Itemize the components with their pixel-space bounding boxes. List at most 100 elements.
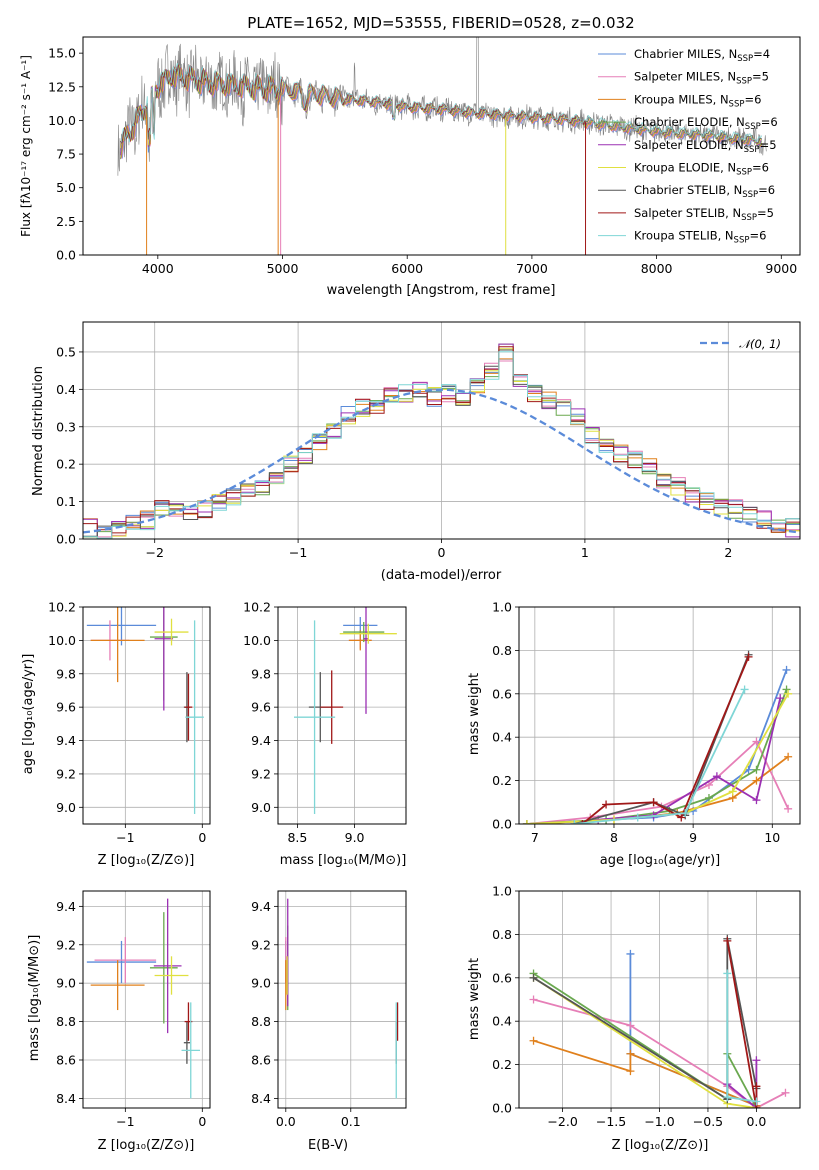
mass-weight-vs-Z-series-salpeter-miles-marker (626, 1021, 635, 1030)
mass-weight-vs-metallicity-panel: Z [log₁₀(Z/Z⊙)] mass weight −2.0 −1.5 −1.0… (467, 884, 801, 1153)
mass-weight-vs-Z-ytick-label: 0.8 (492, 927, 512, 942)
spectrum-model-kroupa-elodie (120, 65, 762, 149)
spectrum-legend-tail: =6 (761, 115, 778, 129)
mass-vs-EBV-xtick-label: 0.0 (276, 1114, 296, 1129)
age-vs-Z-ytick-label: 10.2 (48, 600, 76, 615)
age-vs-mass-ytick-label: 10.2 (243, 600, 271, 615)
residuals-panel: (data-model)/error Normed distribution −… (31, 321, 801, 583)
mass-weight-vs-age-xtick-label: 8 (610, 830, 618, 845)
mass-weight-vs-Z-plot-area (529, 934, 790, 1108)
mass-weight-vs-Z-ytick-label: 0.6 (492, 970, 512, 985)
spectrum-ytick-label: 0.0 (56, 248, 76, 263)
spectrum-model-chabrier-stelib (120, 64, 763, 145)
spectrum-legend-tail: =5 (752, 70, 769, 84)
age-vs-mass-ytick-label: 9.6 (251, 700, 271, 715)
spectrum-model-kroupa-stelib (120, 62, 763, 143)
residuals-xtick-label: 2 (724, 545, 732, 560)
spectrum-legend-sub: SSP (744, 145, 760, 155)
mass-weight-vs-age-series-kroupa-stelib-marker (740, 685, 749, 694)
mass-weight-vs-Z-xtick-label: −2.0 (547, 1114, 577, 1129)
mass-weight-vs-age-series-kroupa-stelib-marker (681, 809, 690, 818)
age-vs-mass-xtick-label: 9.0 (345, 830, 365, 845)
spectrum-legend-entry-kroupa-miles: Kroupa MILES, NSSP=6 (634, 92, 761, 109)
spectrum-ytick-label: 10.0 (48, 113, 76, 128)
mass-vs-metallicity-ylabel: mass [log₁₀(M/M⊙)] (27, 935, 42, 1062)
spectrum-plot-area (117, 37, 767, 255)
mass-vs-Z-grid (83, 891, 210, 1108)
residuals-ytick-label: 0.1 (56, 494, 76, 509)
mass-weight-vs-Z-xtick-label: −0.5 (693, 1114, 723, 1129)
age-vs-mass-ytick-label: 10.0 (243, 633, 271, 648)
mass-weight-vs-age-ytick-label: 0.8 (492, 643, 512, 658)
spectrum-xtick-label: 6000 (391, 261, 423, 276)
spectrum-xtick-label: 4000 (142, 261, 174, 276)
mass-vs-Z-xtick-label: −1 (116, 1114, 134, 1129)
mass-weight-vs-Z-series-salpeter-miles-marker (781, 1088, 790, 1097)
mass-weight-vs-age-ytick-label: 0.0 (492, 817, 512, 832)
mass-weight-vs-age-series-chabrier-elodie-marker (752, 765, 761, 774)
mass-weight-vs-age-series-salpeter-miles-marker (704, 780, 713, 789)
mass-vs-metallicity-panel: Z [log₁₀(Z/Z⊙)] mass [log₁₀(M/M⊙)] −1 0 8.… (27, 890, 211, 1153)
spectrum-ytick-label: 15.0 (48, 46, 76, 61)
age-vs-Z-ytick-label: 10.0 (48, 633, 76, 648)
spectrum-xtick-label: 5000 (267, 261, 299, 276)
mass-weight-vs-age-series-chabrier-stelib-line (574, 654, 750, 824)
mass-weight-vs-age-panel: age [log₁₀(age/yr)] mass weight 7 8 9 10 0.0… (467, 600, 801, 868)
figure-title: PLATE=1652, MJD=53555, FIBERID=0528, z=0… (247, 14, 634, 32)
spectrum-legend-tail: =6 (758, 183, 775, 197)
mass-weight-vs-age-series-salpeter-stelib-marker (677, 813, 686, 822)
mass-weight-vs-Z-series-salpeter-elodie-marker (752, 1056, 761, 1065)
mass-weight-vs-Z-frame (518, 890, 801, 1109)
spectrum-legend-entry-salpeter-elodie: Salpeter ELODIE, NSSP=5 (634, 138, 777, 155)
mass-vs-Z-ytick-label: 8.4 (56, 1091, 76, 1106)
mass-vs-EBV-ytick-label: 8.8 (251, 1014, 271, 1029)
mass-weight-vs-Z-series-salpeter-stelib-line (726, 940, 758, 1108)
mass-weight-vs-age-series-kroupa-stelib-marker (633, 813, 642, 822)
mass-weight-vs-age-series-salpeter-miles-marker (752, 737, 761, 746)
spectrum-legend-entry-kroupa-stelib: Kroupa STELIB, NSSP=6 (634, 229, 766, 246)
mass-weight-vs-Z-series-kroupa-miles-marker (626, 1067, 635, 1076)
age-vs-Z-ytick-label: 9.4 (56, 733, 76, 748)
mass-weight-vs-age-series-chabrier-miles-marker (782, 665, 791, 674)
spectrum-legend-name: Chabrier MILES, N (634, 47, 737, 61)
spectrum-legend-name: Chabrier ELODIE, N (634, 115, 745, 129)
mass-weight-vs-Z-series-kroupa-miles-marker (626, 1049, 635, 1058)
mass-weight-vs-age-series-salpeter-elodie-marker (752, 796, 761, 805)
age-vs-mass-ytick-label: 9.2 (251, 766, 271, 781)
mass-vs-Z-xtick-label: 0 (198, 1114, 206, 1129)
mass-weight-vs-age-series-chabrier-elodie-marker (704, 793, 713, 802)
mass-weight-vs-Z-series-salpeter-stelib-marker (723, 936, 732, 945)
mass-weight-vs-age-series-chabrier-elodie-marker (782, 685, 791, 694)
mass-weight-vs-age-xlabel: age [log₁₀(age/yr)] (600, 853, 721, 868)
mass-weight-vs-age-frame (518, 606, 801, 825)
residuals-ytick-label: 0.3 (56, 419, 76, 434)
residuals-ylabel: Normed distribution (31, 366, 46, 496)
residuals-xtick-label: −1 (289, 545, 307, 560)
spectrum-legend-entry-chabrier-stelib: Chabrier STELIB, NSSP=6 (634, 183, 775, 200)
mass-weight-vs-age-series-salpeter-stelib-marker (602, 800, 611, 809)
spectrum-panel: wavelength [Angstrom, rest frame] Flux [… (19, 36, 801, 298)
age-vs-mass-panel: mass [log₁₀(M/M⊙)] 8.5 9.0 9.0 9.2 9.4 9.6 9.8… (243, 600, 407, 868)
age-vs-mass-frame (277, 606, 407, 825)
mass-weight-vs-age-series-kroupa-miles-marker (752, 776, 761, 785)
age-vs-mass-ytick-label: 9.8 (251, 666, 271, 681)
spectrum-legend-name: Kroupa STELIB, N (634, 229, 734, 243)
spectrum-legend-sub: SSP (736, 77, 752, 87)
mass-vs-Z-ytick-label: 9.4 (56, 899, 76, 914)
spectrum-legend-tail: =5 (760, 138, 777, 152)
mass-vs-EBV-ytick-label: 8.4 (251, 1091, 271, 1106)
mass-weight-vs-Z-series-kroupa-miles-marker (529, 1036, 538, 1045)
mass-vs-Z-ytick-label: 8.6 (56, 1052, 76, 1067)
spectrum-xtick-label: 7000 (516, 261, 548, 276)
spectrum-legend-tail: =6 (752, 161, 769, 175)
mass-vs-EBV-xtick-label: 0.1 (341, 1114, 361, 1129)
mass-weight-vs-age-series-salpeter-elodie-marker (776, 694, 785, 703)
spectrum-legend-entry-kroupa-elodie: Kroupa ELODIE, NSSP=6 (634, 161, 769, 178)
residuals-ytick-label: 0.5 (56, 344, 76, 359)
spectrum-legend-sub: SSP (729, 99, 745, 109)
mass-weight-vs-age-series-kroupa-elodie-marker (728, 787, 737, 796)
mass-weight-vs-age-series-salpeter-miles-marker (784, 804, 793, 813)
mass-weight-vs-age-series-kroupa-elodie-marker (522, 820, 531, 824)
spectrum-legend-name: Kroupa ELODIE, N (634, 161, 736, 175)
